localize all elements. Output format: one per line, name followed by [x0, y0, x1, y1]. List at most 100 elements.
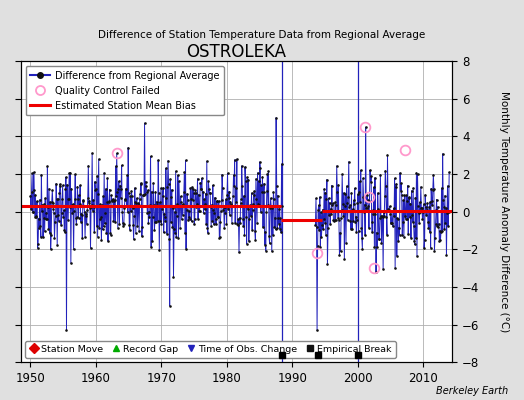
- Point: [278, 202, 286, 209]
- Point: [75, 201, 84, 208]
- Point: [416, 208, 424, 215]
- Point: [268, 205, 277, 212]
- Point: [169, 204, 177, 211]
- Y-axis label: Monthly Temperature Anomaly Difference (°C): Monthly Temperature Anomaly Difference (…: [499, 91, 509, 332]
- Point: [231, 220, 239, 226]
- Point: [140, 192, 148, 198]
- Point: [126, 193, 135, 199]
- Point: [233, 221, 242, 227]
- Point: [74, 196, 82, 202]
- Point: [99, 226, 107, 233]
- Point: [179, 201, 188, 207]
- Point: [328, 182, 336, 189]
- Point: [439, 151, 447, 157]
- Point: [163, 183, 172, 190]
- Point: [42, 216, 51, 223]
- Point: [339, 212, 347, 219]
- Point: [211, 194, 219, 201]
- Point: [137, 180, 146, 187]
- Point: [39, 215, 48, 222]
- Point: [165, 181, 173, 187]
- Point: [402, 198, 411, 204]
- Point: [386, 203, 394, 210]
- Point: [334, 182, 343, 188]
- Point: [91, 187, 100, 193]
- Point: [79, 198, 88, 204]
- Point: [182, 206, 191, 213]
- Point: [51, 213, 60, 220]
- Point: [390, 175, 399, 182]
- Point: [389, 205, 398, 212]
- Point: [355, 178, 364, 185]
- Point: [211, 216, 220, 222]
- Point: [28, 170, 36, 177]
- Point: [348, 206, 357, 212]
- Point: [406, 214, 414, 221]
- Point: [271, 226, 280, 232]
- Point: [375, 236, 383, 242]
- Point: [403, 182, 412, 189]
- Point: [318, 222, 326, 228]
- Point: [238, 216, 247, 222]
- Point: [338, 171, 346, 178]
- Point: [138, 224, 147, 230]
- Point: [378, 213, 386, 219]
- Point: [34, 245, 42, 251]
- Point: [192, 190, 200, 196]
- Point: [431, 221, 440, 228]
- Point: [245, 238, 253, 244]
- Point: [61, 229, 69, 236]
- Point: [256, 159, 264, 165]
- Point: [134, 202, 143, 208]
- Point: [258, 189, 266, 196]
- Point: [206, 190, 214, 196]
- Point: [385, 207, 393, 214]
- Point: [325, 212, 333, 218]
- Point: [212, 198, 221, 204]
- Point: [169, 274, 178, 280]
- Point: [412, 235, 420, 242]
- Point: [154, 157, 162, 163]
- Point: [271, 214, 279, 221]
- Point: [130, 213, 138, 219]
- Point: [86, 205, 94, 211]
- Point: [391, 184, 400, 190]
- Point: [361, 202, 369, 208]
- Point: [213, 214, 222, 221]
- Point: [221, 204, 229, 210]
- Point: [417, 205, 425, 212]
- Point: [269, 232, 277, 238]
- Point: [60, 227, 69, 234]
- Point: [260, 241, 269, 248]
- Point: [391, 265, 399, 271]
- Point: [172, 213, 181, 219]
- Point: [425, 203, 433, 210]
- Point: [312, 224, 321, 230]
- Point: [179, 212, 187, 218]
- Point: [410, 238, 419, 244]
- Point: [333, 163, 341, 169]
- Point: [444, 223, 452, 229]
- Point: [346, 218, 355, 224]
- Point: [190, 190, 198, 196]
- Point: [388, 208, 396, 215]
- Point: [58, 196, 67, 202]
- Point: [379, 266, 387, 272]
- Point: [400, 192, 409, 198]
- Point: [97, 237, 106, 243]
- Point: [444, 208, 453, 215]
- Point: [197, 186, 205, 192]
- Point: [195, 208, 204, 214]
- Point: [114, 224, 122, 231]
- Point: [171, 230, 179, 237]
- Point: [98, 202, 106, 208]
- Point: [147, 188, 156, 195]
- Point: [188, 184, 196, 190]
- Point: [330, 218, 338, 224]
- Point: [265, 240, 274, 246]
- Point: [361, 232, 369, 238]
- Point: [125, 222, 134, 228]
- Point: [131, 199, 139, 205]
- Point: [84, 162, 93, 169]
- Point: [83, 207, 91, 213]
